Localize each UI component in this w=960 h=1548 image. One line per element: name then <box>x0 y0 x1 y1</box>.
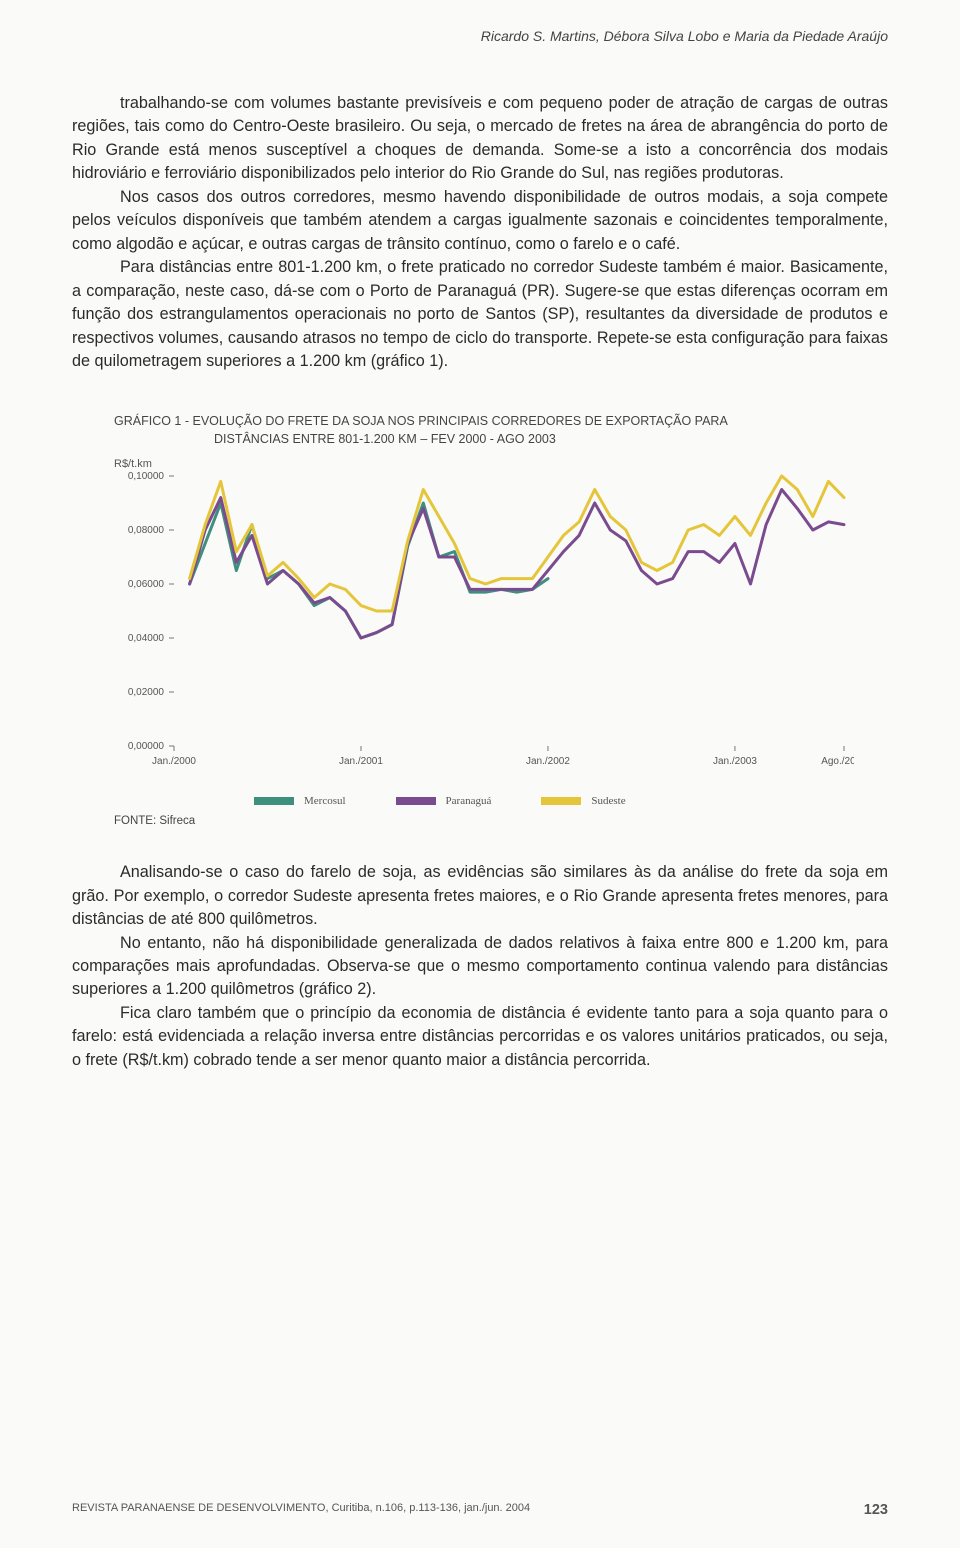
svg-text:Jan./2000: Jan./2000 <box>152 756 196 767</box>
chart-source: FONTE: Sifreca <box>114 815 866 827</box>
paragraph-6: Fica claro também que o princípio da eco… <box>72 1002 888 1072</box>
page-footer: REVISTA PARANAENSE DE DESENVOLVIMENTO, C… <box>72 1502 888 1518</box>
svg-text:Jan./2003: Jan./2003 <box>713 756 757 767</box>
paragraph-5: No entanto, não há disponibilidade gener… <box>72 932 888 1002</box>
paragraph-2: Nos casos dos outros corredores, mesmo h… <box>72 186 888 256</box>
chart-title-line1: GRÁFICO 1 - EVOLUÇÃO DO FRETE DA SOJA NO… <box>114 414 728 428</box>
svg-text:0,10000: 0,10000 <box>128 472 165 482</box>
y-axis-unit: R$/t.km <box>114 458 866 470</box>
chart-title-line2: DISTÂNCIAS ENTRE 801-1.200 KM – FEV 2000… <box>214 432 556 446</box>
legend-mercosul: Mercosul <box>254 795 346 807</box>
chart-svg: 0,00000 0,02000 0,04000 0,06000 0,08000 0,100… <box>114 472 854 772</box>
svg-text:Ago./2003: Ago./2003 <box>821 756 854 767</box>
legend-label-sudeste: Sudeste <box>591 795 625 807</box>
svg-text:0,02000: 0,02000 <box>128 687 165 698</box>
legend-paranagua: Paranaguá <box>396 795 492 807</box>
paragraph-1: trabalhando-se com volumes bastante prev… <box>72 92 888 186</box>
legend-swatch-paranagua <box>396 797 436 805</box>
body-block-1: trabalhando-se com volumes bastante prev… <box>72 92 888 374</box>
paragraph-4: Analisando-se o caso do farelo de soja, … <box>72 861 888 931</box>
svg-text:0,04000: 0,04000 <box>128 633 165 644</box>
svg-text:0,06000: 0,06000 <box>128 579 165 590</box>
chart-title: GRÁFICO 1 - EVOLUÇÃO DO FRETE DA SOJA NO… <box>114 412 866 448</box>
svg-text:Jan./2002: Jan./2002 <box>526 756 570 767</box>
legend-label-paranagua: Paranaguá <box>446 795 492 807</box>
paragraph-3: Para distâncias entre 801-1.200 km, o fr… <box>72 256 888 373</box>
chart-plot: 0,00000 0,02000 0,04000 0,06000 0,08000 0,100… <box>114 472 866 777</box>
author-line: Ricardo S. Martins, Débora Silva Lobo e … <box>72 28 888 44</box>
legend-label-mercosul: Mercosul <box>304 795 346 807</box>
legend-swatch-sudeste <box>541 797 581 805</box>
svg-text:0,08000: 0,08000 <box>128 525 165 536</box>
chart-1: GRÁFICO 1 - EVOLUÇÃO DO FRETE DA SOJA NO… <box>92 398 888 841</box>
chart-legend: Mercosul Paranaguá Sudeste <box>254 795 866 807</box>
svg-text:Jan./2001: Jan./2001 <box>339 756 383 767</box>
legend-swatch-mercosul <box>254 797 294 805</box>
page-number: 123 <box>864 1502 888 1518</box>
footer-reference: REVISTA PARANAENSE DE DESENVOLVIMENTO, C… <box>72 1502 530 1518</box>
svg-text:0,00000: 0,00000 <box>128 741 165 752</box>
body-block-2: Analisando-se o caso do farelo de soja, … <box>72 861 888 1072</box>
legend-sudeste: Sudeste <box>541 795 625 807</box>
